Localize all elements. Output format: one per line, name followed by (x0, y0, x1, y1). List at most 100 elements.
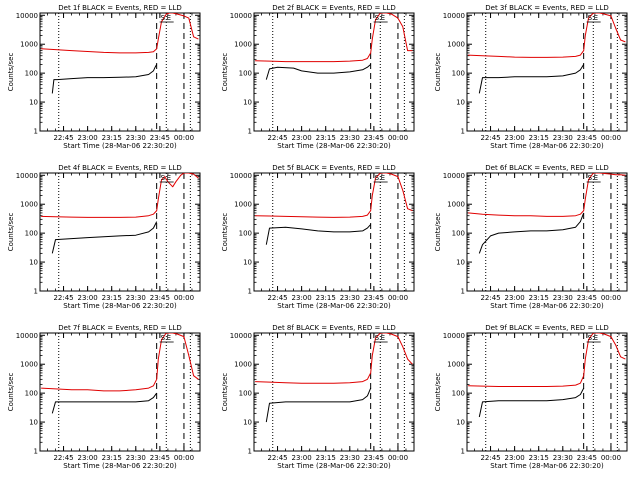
series-group (468, 333, 626, 418)
x-tick-label: 23:30 (553, 454, 573, 462)
legend-mark-s: S (375, 14, 380, 22)
x-tick-label: 23:15 (102, 134, 122, 142)
y-tick-label: 10000 (16, 332, 38, 340)
x-tick-label: 00:00 (174, 454, 194, 462)
series-line-events (51, 392, 158, 414)
y-tick-label: 10000 (16, 12, 38, 20)
y-tick-label: 1000 (20, 361, 38, 369)
y-tick-label: 100 (25, 390, 38, 398)
x-tick-label: 23:30 (126, 134, 146, 142)
series-group (41, 173, 199, 254)
series-line-lld (255, 173, 413, 218)
x-tick-label: 23:45 (150, 294, 170, 302)
y-tick-label: 1 (461, 288, 465, 296)
series-line-lld (41, 13, 199, 54)
y-tick-label: 1 (248, 128, 252, 136)
y-axis-label: Counts/sec (221, 53, 229, 92)
chart-panel-9: Det 9f BLACK = Events, RED = LLD 1 10 100 10… (434, 324, 628, 470)
x-tick-label: 00:00 (601, 294, 621, 302)
chart-panel-6: Det 6f BLACK = Events, RED = LLD 1 10 100 10… (434, 164, 628, 310)
x-axis-label: Start Time (28-Mar-06 22:30:20) (63, 462, 177, 470)
x-tick-label: 00:00 (601, 134, 621, 142)
legend-mark-s: S (161, 174, 166, 182)
y-axis-label: Counts/sec (7, 373, 15, 412)
chart-panel-2: Det 2f BLACK = Events, RED = LLD 1 10 100 10… (221, 4, 415, 150)
x-tick-label: 23:45 (577, 294, 597, 302)
x-tick-label: 23:15 (529, 294, 549, 302)
x-tick-label: 23:30 (340, 134, 360, 142)
chart-title: Det 1f BLACK = Events, RED = LLD (58, 4, 181, 12)
y-tick-label: 1 (461, 448, 465, 456)
y-tick-label: 10000 (230, 332, 252, 340)
y-axis-label: Counts/sec (221, 213, 229, 252)
x-tick-label: 22:45 (53, 134, 73, 142)
y-tick-label: 1000 (447, 41, 465, 49)
series-line-events (478, 64, 585, 94)
x-tick-label: 00:00 (174, 134, 194, 142)
series-line-lld (255, 333, 413, 384)
chart-title: Det 8f BLACK = Events, RED = LLD (272, 324, 395, 332)
y-tick-label: 10 (29, 99, 38, 107)
series-group (41, 333, 199, 414)
series-group (255, 13, 413, 80)
x-axis-label: Start Time (28-Mar-06 22:30:20) (277, 462, 391, 470)
series-line-events (478, 212, 585, 254)
legend-mark-e: E (167, 334, 171, 342)
series-group (255, 333, 413, 423)
y-tick-label: 10 (243, 99, 252, 107)
y-tick-label: 1000 (447, 361, 465, 369)
series-group (468, 173, 626, 254)
y-tick-label: 1 (248, 448, 252, 456)
chart-title: Det 7f BLACK = Events, RED = LLD (58, 324, 181, 332)
plot-frame (253, 332, 415, 452)
x-tick-label: 23:00 (292, 454, 312, 462)
series-line-events (51, 64, 158, 94)
x-tick-label: 22:45 (267, 294, 287, 302)
chart-title: Det 4f BLACK = Events, RED = LLD (58, 164, 181, 172)
x-tick-label: 23:45 (364, 454, 384, 462)
x-tick-label: 23:15 (529, 134, 549, 142)
x-tick-label: 23:00 (505, 294, 525, 302)
legend-mark-e: E (381, 14, 385, 22)
x-tick-label: 23:15 (316, 134, 336, 142)
x-tick-label: 00:00 (174, 294, 194, 302)
y-tick-label: 1 (34, 128, 38, 136)
legend-mark-e: E (594, 334, 598, 342)
chart-panel-3: Det 3f BLACK = Events, RED = LLD 1 10 100 10… (434, 4, 628, 150)
y-axis-label: Counts/sec (434, 373, 442, 412)
legend-mark-s: S (161, 334, 166, 342)
legend-mark-s: S (375, 334, 380, 342)
y-tick-label: 10 (456, 99, 465, 107)
y-tick-label: 10000 (443, 172, 465, 180)
x-tick-label: 00:00 (601, 454, 621, 462)
y-tick-label: 1 (248, 288, 252, 296)
x-tick-label: 23:30 (126, 454, 146, 462)
series-group (41, 13, 199, 94)
chart-panel-4: Det 4f BLACK = Events, RED = LLD 1 10 100 10… (7, 164, 201, 310)
legend-mark-e: E (167, 174, 171, 182)
x-tick-label: 23:00 (78, 294, 98, 302)
x-tick-label: 23:15 (316, 294, 336, 302)
x-tick-label: 23:00 (505, 454, 525, 462)
plot-frame (466, 172, 628, 292)
series-group (468, 13, 626, 94)
legend-mark-e: E (594, 174, 598, 182)
x-axis-label: Start Time (28-Mar-06 22:30:20) (63, 302, 177, 310)
y-tick-label: 1000 (234, 41, 252, 49)
x-tick-label: 23:15 (316, 454, 336, 462)
x-tick-label: 23:00 (505, 134, 525, 142)
x-tick-label: 23:45 (364, 294, 384, 302)
y-tick-label: 10 (29, 419, 38, 427)
y-tick-label: 1 (34, 448, 38, 456)
x-axis-label: Start Time (28-Mar-06 22:30:20) (277, 302, 391, 310)
x-tick-label: 23:15 (102, 294, 122, 302)
y-tick-label: 10000 (443, 12, 465, 20)
x-axis-label: Start Time (28-Mar-06 22:30:20) (490, 142, 604, 150)
y-axis-label: Counts/sec (434, 53, 442, 92)
x-axis-label: Start Time (28-Mar-06 22:30:20) (490, 462, 604, 470)
y-tick-label: 10000 (230, 12, 252, 20)
y-tick-label: 1000 (447, 201, 465, 209)
x-axis-label: Start Time (28-Mar-06 22:30:20) (277, 142, 391, 150)
legend-mark-e: E (167, 14, 171, 22)
